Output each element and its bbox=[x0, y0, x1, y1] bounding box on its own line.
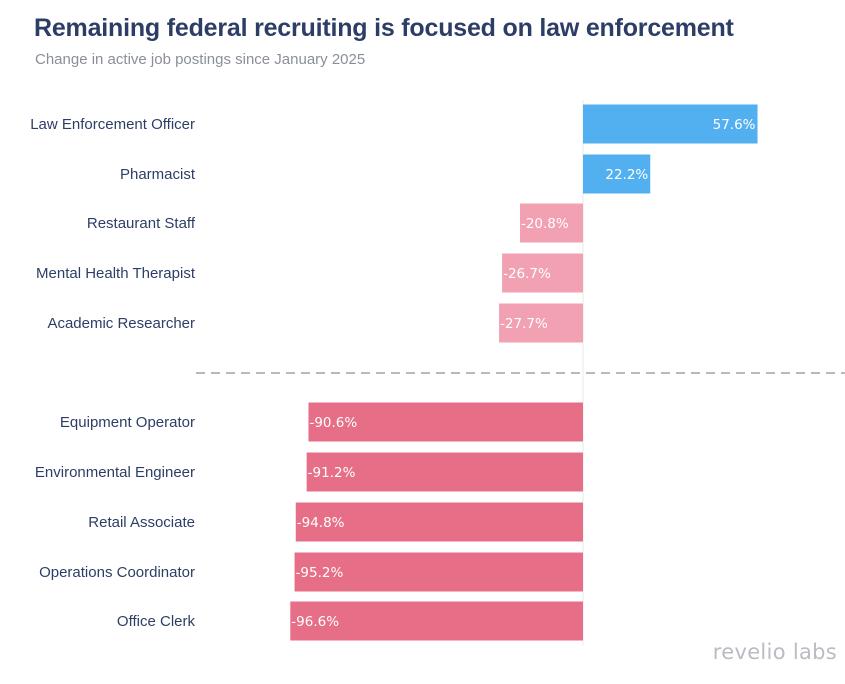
bar-6 bbox=[306, 452, 583, 492]
bar-1 bbox=[583, 154, 651, 194]
category-label-1: Pharmacist bbox=[120, 166, 196, 183]
chart-title: Remaining federal recruiting is focused … bbox=[34, 14, 734, 42]
bar-2 bbox=[519, 203, 583, 243]
bar-0 bbox=[583, 104, 758, 144]
value-label-0: 57.6% bbox=[713, 117, 756, 133]
bar-3 bbox=[502, 253, 583, 293]
category-label-7: Retail Associate bbox=[88, 514, 195, 531]
category-label-6: Environmental Engineer bbox=[35, 464, 195, 481]
value-label-2: -20.8% bbox=[521, 216, 569, 232]
bar-9 bbox=[290, 601, 583, 641]
category-label-4: Academic Researcher bbox=[47, 315, 195, 332]
value-label-6: -91.2% bbox=[308, 465, 356, 481]
value-label-9: -96.6% bbox=[291, 614, 339, 630]
bar-5 bbox=[308, 402, 583, 442]
value-label-8: -95.2% bbox=[296, 565, 344, 581]
value-label-1: 22.2% bbox=[605, 167, 648, 183]
bar-7 bbox=[295, 502, 583, 542]
value-label-4: -27.7% bbox=[500, 316, 548, 332]
revelio-labs-logo: revelio labs bbox=[712, 640, 837, 664]
chart-subtitle: Change in active job postings since Janu… bbox=[35, 51, 366, 68]
value-label-7: -94.8% bbox=[297, 515, 345, 531]
category-label-3: Mental Health Therapist bbox=[36, 265, 196, 282]
category-label-2: Restaurant Staff bbox=[87, 215, 196, 232]
value-label-5: -90.6% bbox=[309, 415, 357, 431]
bar-4 bbox=[499, 303, 583, 343]
category-label-0: Law Enforcement Officer bbox=[30, 116, 195, 133]
category-label-5: Equipment Operator bbox=[60, 414, 195, 431]
category-label-8: Operations Coordinator bbox=[39, 564, 195, 581]
value-label-3: -26.7% bbox=[503, 266, 551, 282]
category-label-9: Office Clerk bbox=[117, 613, 196, 630]
bar-8 bbox=[294, 552, 583, 592]
